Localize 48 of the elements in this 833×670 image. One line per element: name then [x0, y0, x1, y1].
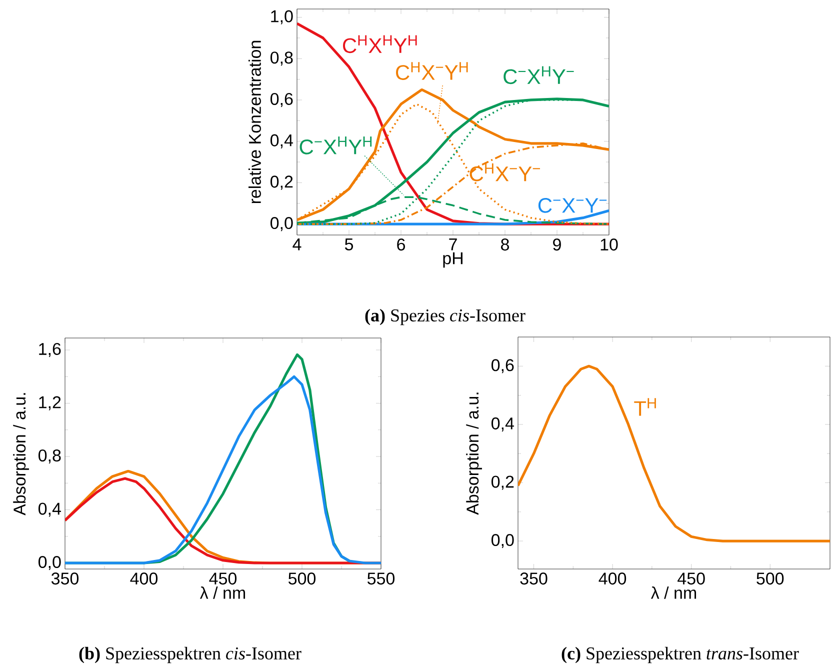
- x-axis-title: pH: [443, 252, 462, 268]
- y-tick-label: 0,8: [38, 449, 61, 464]
- x-tick-label: 500: [288, 572, 316, 585]
- x-axis-title: λ / nm: [650, 586, 696, 599]
- y-axis-title: Absorption / a.u.: [466, 392, 482, 515]
- y-tick-label: 0,0: [38, 556, 61, 570]
- y-tick-label: 0,8: [270, 52, 293, 66]
- x-tick-label: 9: [553, 238, 561, 251]
- series-label: T$^{H}$: [634, 398, 656, 416]
- x-tick-label: 450: [209, 572, 237, 585]
- text: C$^{−}$X$^{H}$Y$^{H}$: [300, 136, 372, 154]
- y-tick-label: 0,2: [492, 476, 514, 490]
- x-tick-label: 400: [130, 572, 158, 585]
- series-label: C$^{−}$X$^{−}$Y$^{−}$: [538, 198, 607, 213]
- y-axis-title: Absorption / a.u.: [13, 393, 29, 516]
- y-tick-label: 0,0: [492, 534, 514, 548]
- x-tick-label: 350: [520, 572, 548, 585]
- y-tick-label: 0,6: [270, 92, 293, 107]
- y-tick-label: 0,6: [492, 359, 514, 374]
- y-axis-title: relative Konzentration: [248, 40, 261, 204]
- series-label: C$^{H}$X$^{H}$Y$^{H}$: [343, 35, 417, 54]
- y-tick-label: 0,4: [492, 417, 514, 432]
- x-tick-label: 400: [598, 572, 626, 585]
- x-tick-label: 7: [449, 238, 457, 250]
- line-series: [65, 375, 381, 564]
- y-tick-label: 1,2: [39, 396, 61, 410]
- text: (a) Spezies cis-Isomer: [365, 308, 526, 326]
- y-tick-label: 1,6: [39, 342, 61, 358]
- x-tick-label: 450: [678, 572, 705, 585]
- x-tick-label: 6: [397, 238, 405, 251]
- line-series: [518, 364, 830, 542]
- x-tick-label: 500: [756, 572, 784, 585]
- y-tick-label: 0,4: [38, 502, 61, 517]
- x-tick-label: 4: [292, 238, 302, 250]
- text: (b) Speziesspektren cis-Isomer: [79, 646, 302, 664]
- series-label: C$^{H}$X$^{−}$Y$^{H}$: [396, 62, 468, 80]
- text: (c) Speziesspektren trans-Isomer: [562, 646, 799, 664]
- x-axis-title: λ / nm: [200, 586, 246, 599]
- y-tick-label: 0,0: [270, 217, 293, 232]
- x-tick-label: 350: [51, 572, 79, 585]
- series-label: C$^{−}$X$^{H}$Y$^{−}$: [504, 66, 574, 84]
- y-tick-label: 0,2: [270, 176, 293, 190]
- x-tick-label: 8: [501, 238, 509, 251]
- x-tick-label: 10: [600, 238, 618, 251]
- x-tick-label: 5: [344, 238, 354, 250]
- x-tick-label: 550: [367, 572, 395, 585]
- y-tick-label: 1,0: [271, 10, 293, 24]
- y-tick-label: 0,4: [270, 134, 293, 148]
